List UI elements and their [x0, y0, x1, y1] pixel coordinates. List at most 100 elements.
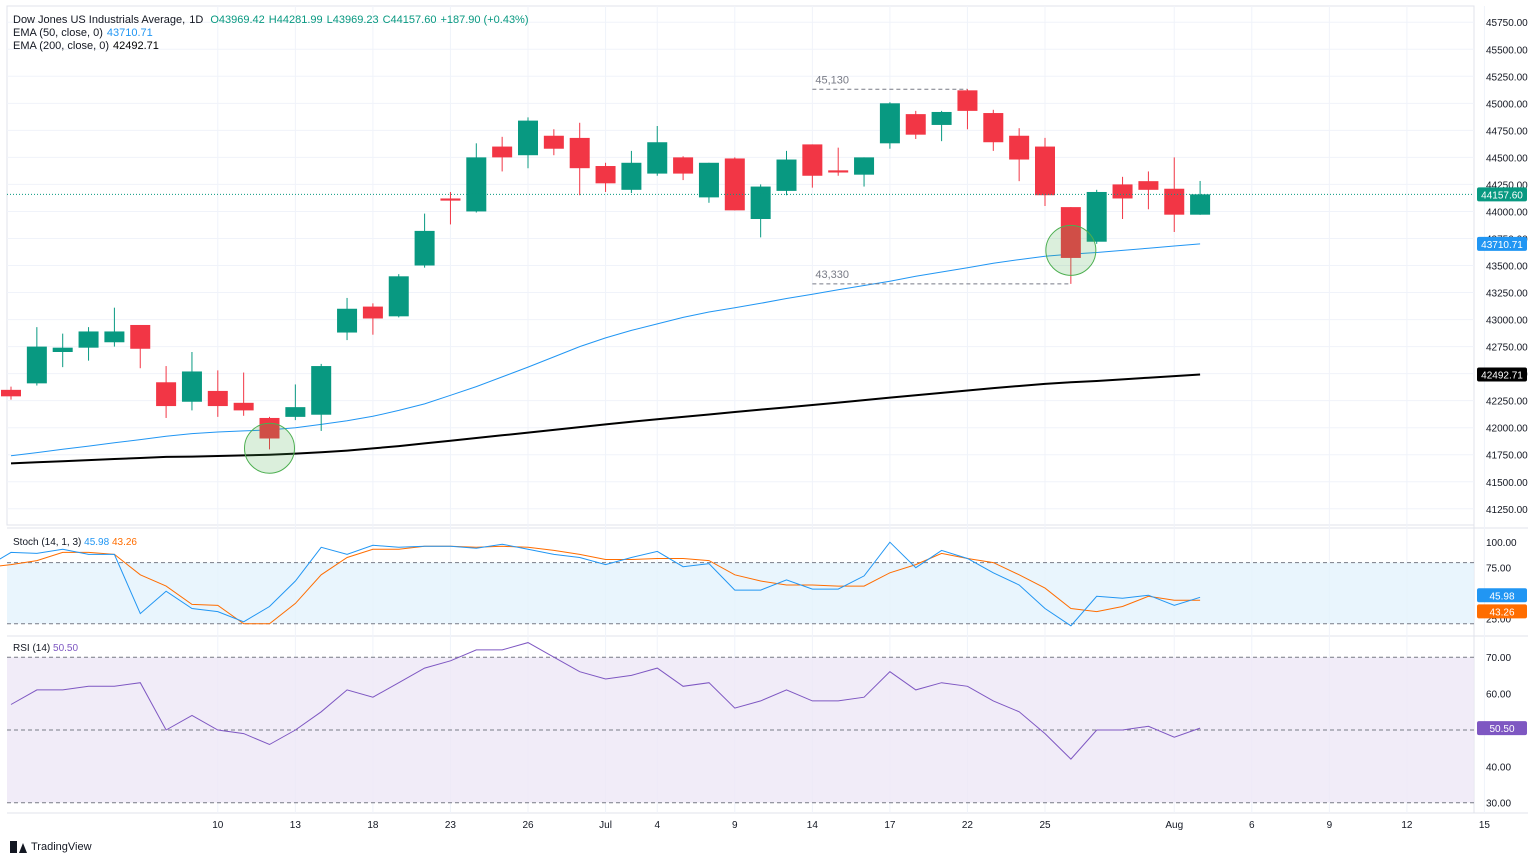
stoch-legend-label: Stoch (14, 1, 3)	[13, 537, 82, 548]
candle-body	[388, 276, 409, 317]
candle-body	[466, 157, 487, 212]
ema50-legend-value: 43710.71	[106, 27, 153, 39]
rsi-legend-label: RSI (14)	[13, 643, 51, 654]
candle	[440, 191, 461, 225]
candle	[492, 136, 513, 172]
stoch-legend[interactable]: Stoch (14, 1, 3) 45.98 43.26	[13, 537, 137, 548]
candle-body	[52, 347, 73, 352]
time-tick-label: 18	[367, 820, 379, 831]
candle	[259, 416, 280, 450]
candle	[388, 274, 409, 318]
candle-body	[931, 111, 952, 125]
ema50-legend-label: EMA (50, close, 0)	[13, 27, 103, 39]
candle	[1, 386, 21, 400]
candle-body	[1086, 191, 1107, 242]
candle-body	[828, 170, 849, 173]
stoch-d-tag: 43.26	[1489, 607, 1514, 618]
candle-body	[233, 402, 254, 411]
time-tick-label: 22	[962, 820, 974, 831]
candle	[724, 157, 745, 211]
candle	[647, 126, 668, 176]
candle	[905, 110, 926, 139]
price-tick-label: 44750.00	[1486, 126, 1528, 137]
candle-body	[647, 142, 668, 174]
stoch-k-tag-bg	[1477, 588, 1527, 603]
candle	[750, 184, 771, 238]
time-tick-label: 14	[807, 820, 819, 831]
price-tick-label: 43250.00	[1486, 289, 1528, 300]
last-price-tag-bg	[1477, 187, 1527, 202]
stoch-k-value: 45.98	[84, 537, 110, 548]
ema200-price-tag-bg	[1477, 367, 1527, 382]
time-tick-label: 17	[884, 820, 896, 831]
tradingview-logo-icon	[10, 841, 27, 853]
stoch-d-value: 43.26	[111, 537, 137, 548]
candle-body	[569, 137, 590, 169]
candle-body	[285, 407, 306, 417]
candle	[854, 157, 875, 187]
price-tick-label: 41500.00	[1486, 478, 1528, 489]
highlight-circle	[244, 422, 295, 474]
ema200-price-tag: 42492.71	[1481, 370, 1523, 381]
candle-body	[26, 346, 47, 384]
tradingview-brand[interactable]: TradingView	[10, 841, 92, 853]
candle-body	[492, 146, 513, 158]
candle-body	[673, 157, 694, 174]
candle	[543, 129, 564, 156]
candle	[957, 89, 978, 130]
time-tick-label: 12	[1401, 820, 1413, 831]
candle	[311, 363, 332, 431]
candle	[78, 327, 99, 361]
symbol-legend: Dow Jones US Industrials Average, 1D O439…	[13, 14, 533, 26]
candle	[879, 102, 900, 149]
stoch-d-line	[0, 545, 1201, 625]
price-tick-label: 45750.00	[1486, 18, 1528, 29]
candle-body	[776, 159, 797, 191]
candle-body	[1164, 188, 1185, 215]
candle-body	[724, 158, 745, 211]
price-tick-label: 45000.00	[1486, 99, 1528, 110]
candle-body	[802, 144, 823, 176]
ema50-legend[interactable]: EMA (50, close, 0) 43710.71	[13, 27, 157, 39]
candle	[104, 307, 125, 347]
ohlc-low: L43969.23	[326, 14, 379, 26]
candle-body	[1190, 194, 1211, 215]
candle	[1190, 180, 1211, 215]
time-tick-label: 23	[445, 820, 457, 831]
candle	[1138, 171, 1159, 210]
candle-body	[1035, 146, 1055, 196]
price-tick-label: 42750.00	[1486, 343, 1528, 354]
candle	[233, 372, 254, 416]
ema50-line	[10, 243, 1201, 457]
price-tick-label: 42000.00	[1486, 424, 1528, 435]
ema200-line	[10, 373, 1201, 465]
rsi-tick-label: 70.00	[1486, 653, 1511, 664]
time-tick-label: 15	[1479, 820, 1491, 831]
rsi-tick-label: 30.00	[1486, 799, 1511, 810]
candle-body	[1009, 135, 1030, 160]
time-tick-label: 9	[732, 820, 738, 831]
candle-body	[414, 230, 435, 266]
rsi-band	[7, 657, 1474, 803]
price-marker-label: 45,130	[815, 74, 849, 86]
stoch-k-line	[0, 541, 1201, 627]
candle	[130, 324, 151, 369]
candle-body	[957, 90, 978, 111]
ohlc-high: H44281.99	[268, 14, 323, 26]
candle-body	[337, 308, 358, 333]
stoch-tick-label: 75.00	[1486, 564, 1511, 575]
candle	[362, 303, 383, 335]
ema200-legend[interactable]: EMA (200, close, 0) 42492.71	[13, 40, 163, 52]
candle-body	[750, 186, 771, 220]
rsi-legend[interactable]: RSI (14) 50.50	[13, 643, 78, 654]
time-tick-label: 6	[1249, 820, 1255, 831]
price-tick-label: 45250.00	[1486, 72, 1528, 83]
rsi-tick-label: 40.00	[1486, 762, 1511, 773]
time-tick-label: 9	[1327, 820, 1333, 831]
candle-body	[879, 103, 900, 144]
candle	[207, 370, 228, 417]
interval-label: 1D	[189, 14, 204, 26]
price-tick-label: 41750.00	[1486, 451, 1528, 462]
ema50-price-tag: 43710.71	[1481, 240, 1523, 251]
